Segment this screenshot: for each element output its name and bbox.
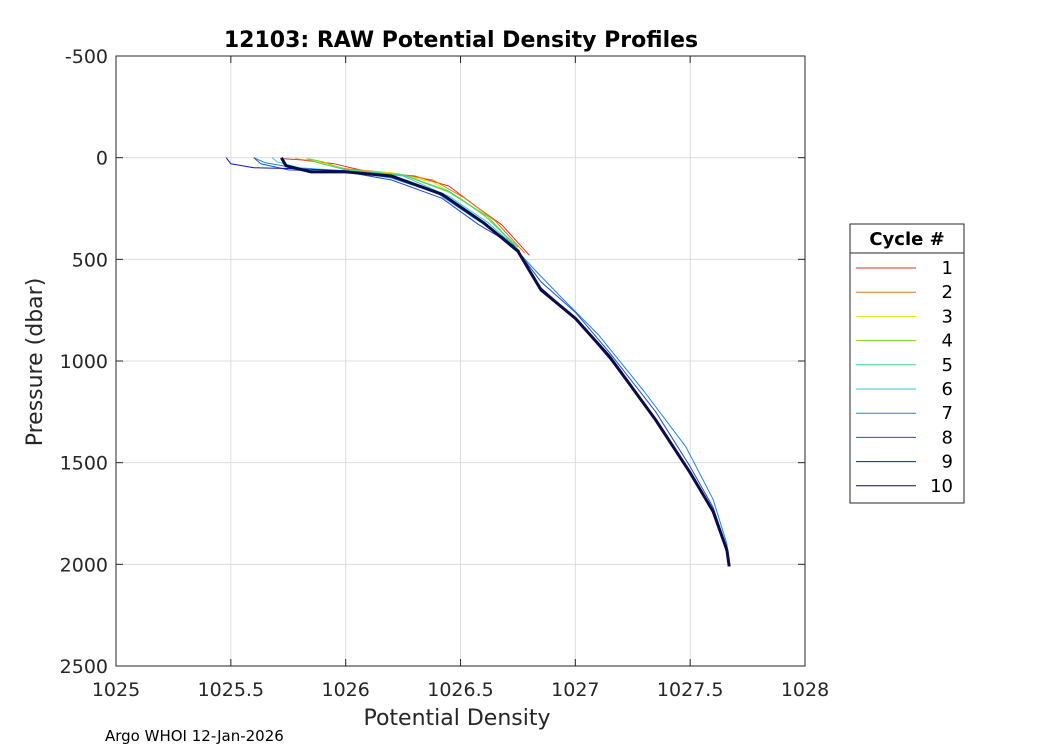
legend-label-1: 1: [942, 258, 953, 279]
legend-label-9: 9: [942, 452, 953, 473]
x-tick-label: 1027.5: [657, 679, 723, 701]
legend-label-10: 10: [930, 476, 953, 497]
y-tick-label: 1500: [60, 453, 108, 475]
plot-area: 1025 1025.5 1026 1026.5 1027 1027.5 1028 -500 0 5…: [60, 46, 830, 701]
legend-label-5: 5: [942, 355, 953, 376]
legend-label-6: 6: [942, 379, 953, 400]
series-line-5: [306, 158, 519, 248]
x-axis-label: Potential Density: [363, 706, 550, 731]
footer-text: Argo WHOI 12-Jan-2026: [105, 727, 284, 745]
y-tick-label: 0: [96, 148, 108, 170]
y-tick-label: 2500: [60, 656, 108, 678]
legend-box: [849, 223, 965, 504]
y-tick-label: 500: [72, 249, 108, 271]
x-tick-label: 1026: [321, 679, 369, 701]
legend-label-2: 2: [942, 282, 953, 303]
chart-title: 12103: RAW Potential Density Profiles: [224, 28, 698, 53]
series-line-10: [280, 156, 731, 567]
y-axis-label: Pressure (dbar): [23, 278, 48, 447]
legend-label-3: 3: [942, 306, 953, 327]
x-tick-label: 1027: [551, 679, 599, 701]
series-line-3: [306, 158, 521, 252]
x-tick-label: 1026.5: [427, 679, 493, 701]
y-tick-label: 2000: [60, 554, 108, 576]
x-tick-label: 1025.5: [198, 679, 264, 701]
y-tick-label: -500: [65, 46, 108, 68]
legend-label-8: 8: [942, 427, 953, 448]
legend-title: Cycle #: [869, 229, 944, 250]
plot-frame: [115, 55, 806, 667]
legend-label-4: 4: [942, 331, 953, 352]
x-tick-label: 1028: [781, 679, 829, 701]
y-tick-label: 1000: [60, 351, 108, 373]
legend-label-7: 7: [942, 403, 953, 424]
x-tick-label: 1025: [92, 679, 140, 701]
legend: Cycle # 1 2 3 4 5 6 7 8 9 10: [849, 223, 965, 504]
